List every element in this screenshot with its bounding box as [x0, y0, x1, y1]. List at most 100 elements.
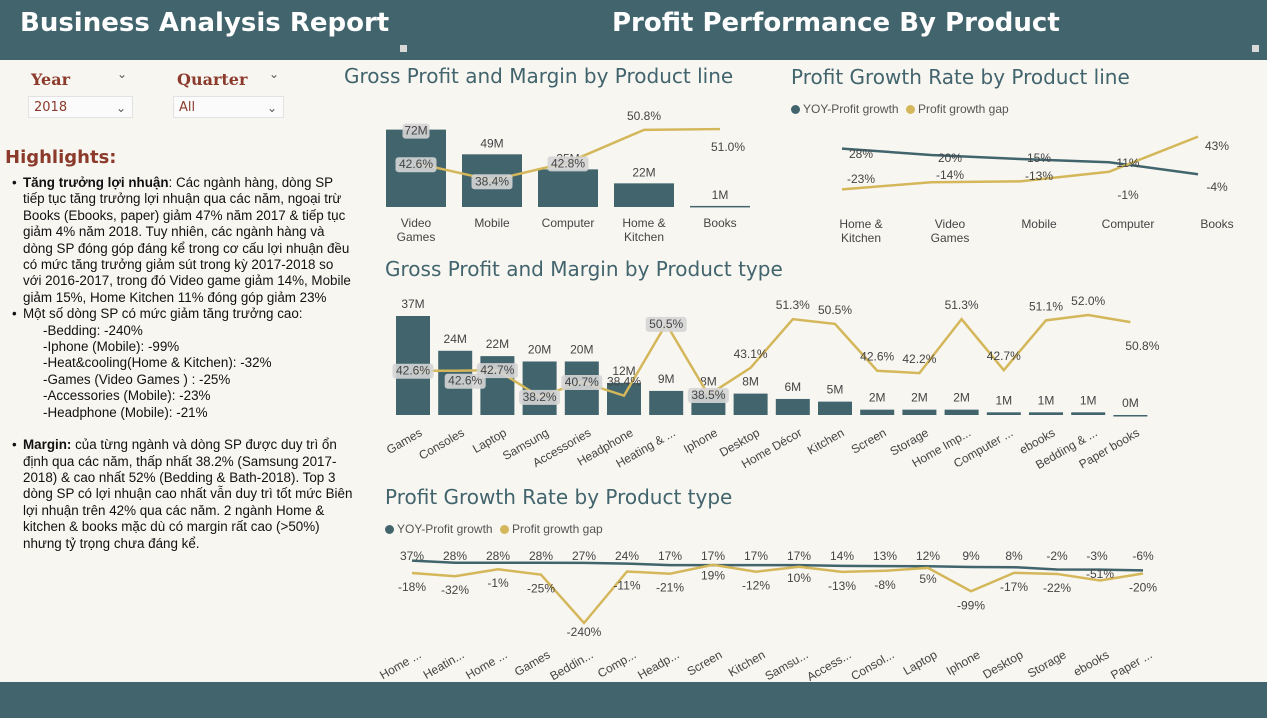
x-tick-label: Desktop: [980, 647, 1025, 681]
data-label: -11%: [613, 578, 640, 592]
chart-title-gp-type: Gross Profit and Margin by Product type: [385, 257, 783, 281]
data-label-box: [687, 388, 729, 404]
chevron-down-icon[interactable]: ⌄: [269, 67, 280, 81]
decline-item: -Headphone (Mobile): -21%: [43, 404, 208, 420]
data-label: 28%: [849, 147, 873, 161]
x-tick-label: Mobile: [1021, 217, 1057, 231]
resize-handle-icon[interactable]: [1252, 45, 1259, 52]
x-tick-label: Games: [931, 231, 970, 245]
data-label: -25%: [527, 582, 555, 596]
data-label: 5%: [919, 572, 937, 586]
year-slicer-label: Year: [31, 70, 71, 89]
decline-item: -Accessories (Mobile): -23%: [43, 388, 211, 404]
data-label: 51.3%: [776, 298, 810, 312]
legend-label: YOY-Profit growth: [803, 102, 899, 116]
profit-growth-by-product-line-chart[interactable]: 28% 20% 15% 11% -4% -23% -14% -13% -1% 43% Home &K…: [820, 125, 1250, 250]
data-label: -23%: [847, 172, 875, 186]
x-tick-label: Home ...: [463, 647, 509, 682]
data-label: -20%: [1129, 581, 1157, 595]
legend-dot-icon: [385, 525, 394, 534]
data-label: 17%: [744, 549, 768, 563]
data-label: 1M: [1038, 393, 1055, 407]
data-label-box: [444, 373, 486, 389]
year-dropdown[interactable]: 2018 ⌄: [28, 96, 133, 118]
data-label-box: [645, 316, 687, 332]
bar: [860, 409, 895, 415]
data-label: 6M: [784, 380, 801, 394]
chevron-down-icon[interactable]: ⌄: [117, 67, 128, 81]
x-tick-label: Computer: [1102, 217, 1155, 231]
data-label: 1M: [712, 188, 729, 202]
data-label: 1M: [1080, 393, 1097, 407]
highlights-body: Tăng trưởng lợi nhuận: Các ngành hàng, d…: [10, 175, 355, 552]
bar: [986, 412, 1021, 415]
data-label: 42.8%: [551, 156, 585, 170]
x-tick-label: Computer: [542, 216, 595, 230]
x-tick-label: Video: [401, 216, 432, 230]
data-label: 40.7%: [565, 375, 599, 389]
bar: [944, 409, 979, 415]
data-label: 8M: [742, 375, 759, 389]
data-label: 20M: [570, 342, 593, 356]
data-label: 51.0%: [711, 140, 745, 154]
data-label: 11%: [1116, 156, 1139, 170]
data-label: 1M: [995, 393, 1012, 407]
app-title: Business Analysis Report: [20, 8, 390, 38]
x-tick-label: Access...: [804, 647, 853, 683]
data-label: 42.6%: [399, 157, 433, 171]
legend-growth-line: YOY-Profit growth Profit growth gap: [791, 102, 1009, 116]
data-label: 2M: [869, 391, 886, 405]
data-label: -13%: [828, 579, 856, 593]
data-label: 38.4%: [607, 375, 641, 389]
chart-title-growth-type: Profit Growth Rate by Product type: [385, 485, 733, 509]
x-tick-label: Iphone: [944, 647, 983, 678]
legend-label: Profit growth gap: [511, 522, 603, 536]
data-label: -240%: [567, 625, 602, 639]
decline-item: -Games (Video Games ) : -25%: [43, 371, 231, 387]
x-tick-label: Games: [512, 647, 553, 678]
legend-label: YOY-Profit growth: [397, 522, 493, 536]
gross-profit-by-product-type-chart[interactable]: 37MGames24MConsoles22MLaptop20MSamsung20…: [380, 290, 1180, 475]
data-label: 42.6%: [396, 364, 430, 378]
x-tick-label: Home ...: [377, 647, 423, 682]
data-label: 22M: [632, 165, 655, 179]
data-label: 50.8%: [627, 109, 661, 123]
data-label: 14%: [830, 549, 854, 563]
data-label-box: [476, 363, 518, 379]
margin-line: [413, 313, 1131, 399]
x-tick-label: Mobile: [474, 216, 510, 230]
data-label: 27%: [572, 549, 596, 563]
data-label: 17%: [701, 549, 725, 563]
data-label: -13%: [1025, 169, 1053, 183]
data-label: 72M: [404, 124, 427, 138]
data-label: 17%: [787, 549, 811, 563]
data-label: 17%: [658, 549, 682, 563]
x-tick-label: Home &: [839, 217, 882, 231]
data-label: -18%: [398, 580, 426, 594]
data-label: 9M: [658, 372, 675, 386]
data-label: -99%: [957, 598, 985, 612]
growth-text: : Các ngành hàng, dòng SP tiếp tục tăng …: [23, 175, 351, 305]
profit-growth-by-product-type-chart[interactable]: 37% 28% 28% 28% 27% 24% 17% 17% 17% 17% 14% 13% 12% 9…: [377, 545, 1210, 684]
x-tick-label: Beddin...: [547, 647, 595, 683]
x-tick-label: Storage: [1025, 647, 1069, 680]
x-tick-label: Headp...: [635, 647, 681, 682]
data-label: -17%: [1000, 580, 1028, 594]
data-label: -12%: [742, 579, 770, 593]
data-label: -8%: [874, 578, 896, 592]
resize-handle-icon[interactable]: [400, 45, 407, 52]
chart-title-growth-line: Profit Growth Rate by Product line: [791, 65, 1130, 89]
x-tick-label: Games: [397, 230, 436, 244]
data-label: -6%: [1132, 549, 1154, 563]
chevron-down-icon: ⌄: [115, 101, 126, 115]
data-label-box: [547, 156, 589, 172]
year-dropdown-value: 2018: [34, 100, 68, 115]
x-tick-label: Iphone: [681, 425, 720, 456]
footer-bar: [0, 682, 1267, 718]
x-tick-label: Screen: [849, 425, 889, 456]
bar: [1029, 412, 1063, 415]
quarter-dropdown[interactable]: All ⌄: [173, 96, 284, 118]
chart-title-gp-line: Gross Profit and Margin by Product line: [344, 64, 734, 88]
page-title: Profit Performance By Product: [612, 8, 1060, 38]
